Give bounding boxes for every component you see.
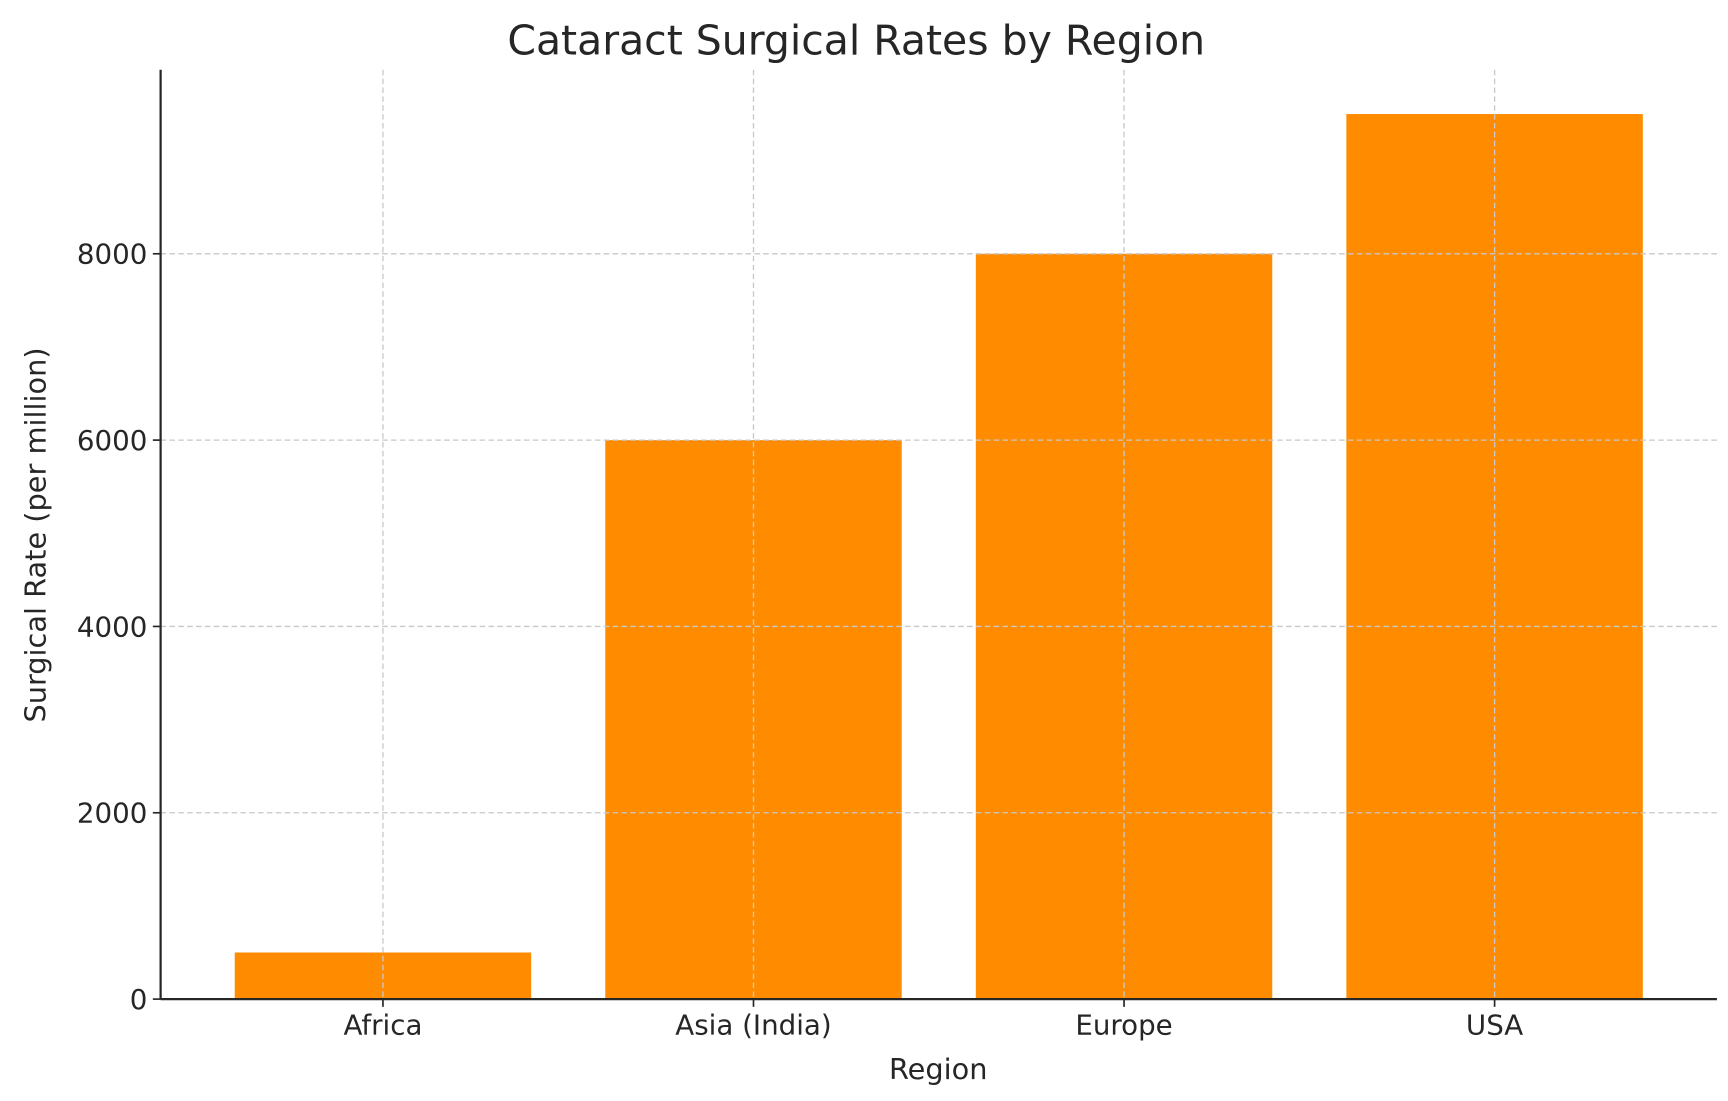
bar-usa: [1346, 114, 1643, 1000]
x-tick-label: Africa: [343, 1009, 422, 1042]
y-tick-label: 6000: [77, 424, 147, 457]
grid: [160, 69, 1717, 1000]
y-tick-label: 4000: [77, 610, 147, 643]
ticks: 0 2000 4000 6000 8000 Africa Asia (India) Europ…: [77, 238, 1523, 1042]
x-axis-label: Region: [889, 1052, 988, 1086]
x-tick-label: Europe: [1075, 1009, 1172, 1042]
x-tick-label: USA: [1466, 1009, 1523, 1042]
y-tick-label: 8000: [77, 238, 147, 271]
bars: [234, 114, 1643, 1000]
chart-title: Cataract Surgical Rates by Region: [507, 16, 1205, 64]
y-tick-label: 2000: [77, 797, 147, 830]
x-tick-label: Asia (India): [675, 1009, 831, 1042]
axes: [159, 69, 1717, 1001]
y-tick-label: 0: [130, 983, 148, 1016]
y-axis-label: Surgical Rate (per million): [18, 347, 52, 722]
